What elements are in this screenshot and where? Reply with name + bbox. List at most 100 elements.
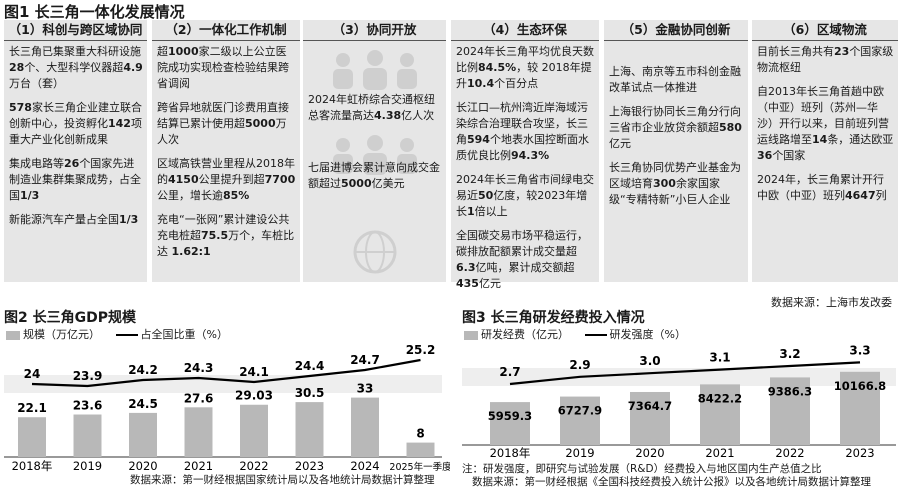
bar	[770, 377, 810, 445]
text-run: 公里提升到超	[198, 173, 265, 186]
bullet-text: 长三角协同优势产业基金为区域培育300余家国家级“专精特新”小巨人企业	[609, 160, 744, 208]
bar-value-label: 5959.3	[488, 409, 532, 423]
bar-value-label: 29.03	[235, 389, 273, 403]
text-run: 上海银行协同长三角分行向三省市企业放贷余额超	[609, 105, 741, 134]
bar	[184, 407, 213, 457]
bar-value-label: 22.1	[17, 401, 47, 415]
text-run: 亿元	[609, 137, 631, 150]
text-run: 2024年虹桥综合交通枢纽总客流量高达	[308, 93, 435, 122]
text-run: 个国家	[772, 149, 806, 162]
line-value-label: 2.9	[569, 358, 590, 372]
column-heading: （1）科创与跨区域协同	[4, 20, 147, 41]
highlight-number: 1/3	[119, 213, 139, 226]
column-body: 2024年长三角平均优良天数比例84.5%，较 2018年提升10.4个百分点长…	[456, 44, 595, 300]
bar	[700, 384, 740, 445]
figure1-column: （3）协同开放 2024年虹桥综合交通枢纽总客流量高达4.38亿人次 七届进博会累…	[303, 20, 446, 282]
figure1-column: （4）生态环保 2024年长三角平均优良天数比例84.5%，较 2018年提升1…	[451, 20, 599, 290]
column-heading: （5）金融协同创新	[604, 20, 748, 41]
highlight-number: 1	[467, 205, 475, 218]
column-heading: （3）协同开放	[303, 20, 446, 41]
bullet-text: 2024年长三角省市间绿电交易近50亿度，较2023年增长1倍以上	[456, 172, 595, 220]
bullet-text: 七届进博会累计意向成交金额超过5000亿美元	[308, 160, 442, 192]
highlight-number: 26	[64, 157, 80, 170]
highlight-number: 300	[653, 177, 676, 190]
globe-icon	[353, 230, 397, 274]
highlight-number: 14	[812, 133, 828, 146]
highlight-number: 50	[478, 189, 494, 202]
text-run: 2024年长三角平均优良天数比例	[456, 45, 594, 74]
figure2-chart: 22.1 2018年 23.6 2019 24.5 2020 27.6 2021 29.03 20…	[4, 343, 450, 473]
bullet-text: 长江口—杭州湾近岸海域污染综合治理联合攻坚，长三角594个地表水国控断面水质优良…	[456, 100, 595, 164]
highlight-number: 4.9	[123, 61, 143, 74]
bar-value-label: 24.5	[128, 397, 158, 411]
line-value-label: 2.7	[499, 365, 520, 379]
text-run: 区域高铁营业里程从2018年的	[157, 157, 295, 186]
column-body: 长三角已集聚重大科研设施 28个、大型科学仪器超4.9 万台（套） 578家长三角企业…	[9, 44, 143, 236]
bar-value-label: 27.6	[184, 391, 214, 405]
highlight-number: 75.5	[201, 229, 229, 242]
figure1-title: 图1 长三角一体化发展情况	[4, 3, 185, 21]
figure3-chart: 5959.3 2018年 6727.9 2019 7364.7 2020 8422.2 202…	[462, 343, 896, 460]
text-run: 跨省异地就医门诊费用直接结算已累计使用超	[157, 101, 289, 130]
figure1-column: （6）区域物流 目前长三角共有23个国家级物流枢纽 自2013年长三角首趟中欧（中…	[752, 20, 898, 282]
highlight-number: 28	[9, 61, 25, 74]
legend-line-swatch	[584, 333, 607, 337]
bullet-text: 上海、南京等五市科创金融改革试点一体推进	[609, 64, 744, 96]
highlight-number: 5000	[245, 117, 276, 130]
text-run: 列	[875, 189, 887, 202]
bullet-text: 长三角已集聚重大科研设施 28个、大型科学仪器超4.9 万台（套）	[9, 44, 143, 92]
bar-value-label: 30.5	[295, 386, 325, 400]
bullet-text: 全国碳交易市场平稳运行，碳排放配额累计成交量超 6.3亿吨，累计成交额超 435亿元	[456, 228, 595, 292]
figure3-title: 图3 长三角研发经费投入情况	[462, 310, 645, 326]
bar	[560, 396, 600, 445]
bar-value-label: 9386.3	[768, 384, 812, 398]
bar	[490, 402, 530, 445]
text-run: 公里，增长逾	[157, 189, 223, 202]
figure1-column: （2）一体化工作机制 超1000家二级以上公立医院成功实现检查检验结果跨省调阅跨…	[152, 20, 300, 282]
bullet-text: 超1000家二级以上公立医院成功实现检查检验结果跨省调阅	[157, 44, 296, 92]
text-run: 亿美元	[371, 177, 405, 190]
highlight-number: 6.3	[456, 261, 476, 274]
bullet-text: 目前长三角共有23个国家级物流枢纽	[757, 44, 894, 76]
text-run: 亿吨，累计成交额超	[475, 261, 575, 274]
highlight-number: 7700	[264, 173, 296, 186]
text-run: 万人次	[157, 117, 287, 146]
text-run: 个国家级物流枢纽	[757, 45, 894, 74]
text-run: 家二级以上公立医院成功实现检查检验结果跨省调阅	[157, 45, 289, 90]
category-label: 2023	[845, 446, 874, 460]
legend-bar-label: 规模（万亿元）	[23, 328, 100, 341]
legend-line-label: 占全国比重（%）	[140, 328, 228, 341]
text-run: 超	[157, 45, 168, 58]
highlight-number: 23	[834, 45, 850, 58]
line-value-label: 24.3	[184, 361, 214, 375]
category-label: 2020	[635, 446, 664, 460]
bar	[840, 371, 880, 445]
bar	[351, 397, 379, 457]
legend-line-label: 研发强度（%）	[609, 328, 686, 341]
text-run: 集成电路等	[9, 157, 64, 170]
figure1-source: 数据来源：上海市发改委	[771, 296, 892, 309]
highlight-number: 5000	[341, 177, 372, 190]
text-run: 个地表水国控断面水质优良比例	[456, 133, 589, 162]
bar	[406, 442, 435, 457]
highlight-number: 594	[467, 133, 490, 146]
bar	[18, 417, 46, 457]
figure1-column: （5）金融协同创新 上海、南京等五市科创金融改革试点一体推进 上海银行协同长三角分…	[604, 20, 748, 282]
text-run: 新能源汽车产量占全国	[9, 213, 119, 226]
bar-value-label: 33	[357, 382, 374, 396]
bar-value-label: 8422.2	[698, 391, 742, 405]
bullet-text: 自2013年长三角首趟中欧（中亚）班列（苏州—华沙）开行以来，目前班列营运线路增…	[757, 84, 894, 164]
highlight-number: 85%	[223, 189, 250, 202]
highlight-number: 94.3%	[511, 149, 550, 162]
bar	[240, 404, 268, 457]
bar-value-label: 6727.9	[558, 404, 602, 418]
bullet-text: 578家长三角企业建立联合创新中心，投资孵化142项重大产业化创新成果	[9, 100, 143, 148]
bar-value-label: 8	[416, 427, 424, 441]
bar	[295, 402, 324, 457]
highlight-number: 36	[757, 149, 773, 162]
text-run: 2024年长三角省市间绿电交易近	[456, 173, 594, 202]
highlight-number: 10.4	[467, 77, 495, 90]
line-value-label: 24	[24, 367, 41, 381]
highlight-number: 4150	[168, 173, 199, 186]
figure2-source: 数据来源：第一财经根据国家统计局以及各地统计局数据计算整理	[130, 474, 435, 486]
